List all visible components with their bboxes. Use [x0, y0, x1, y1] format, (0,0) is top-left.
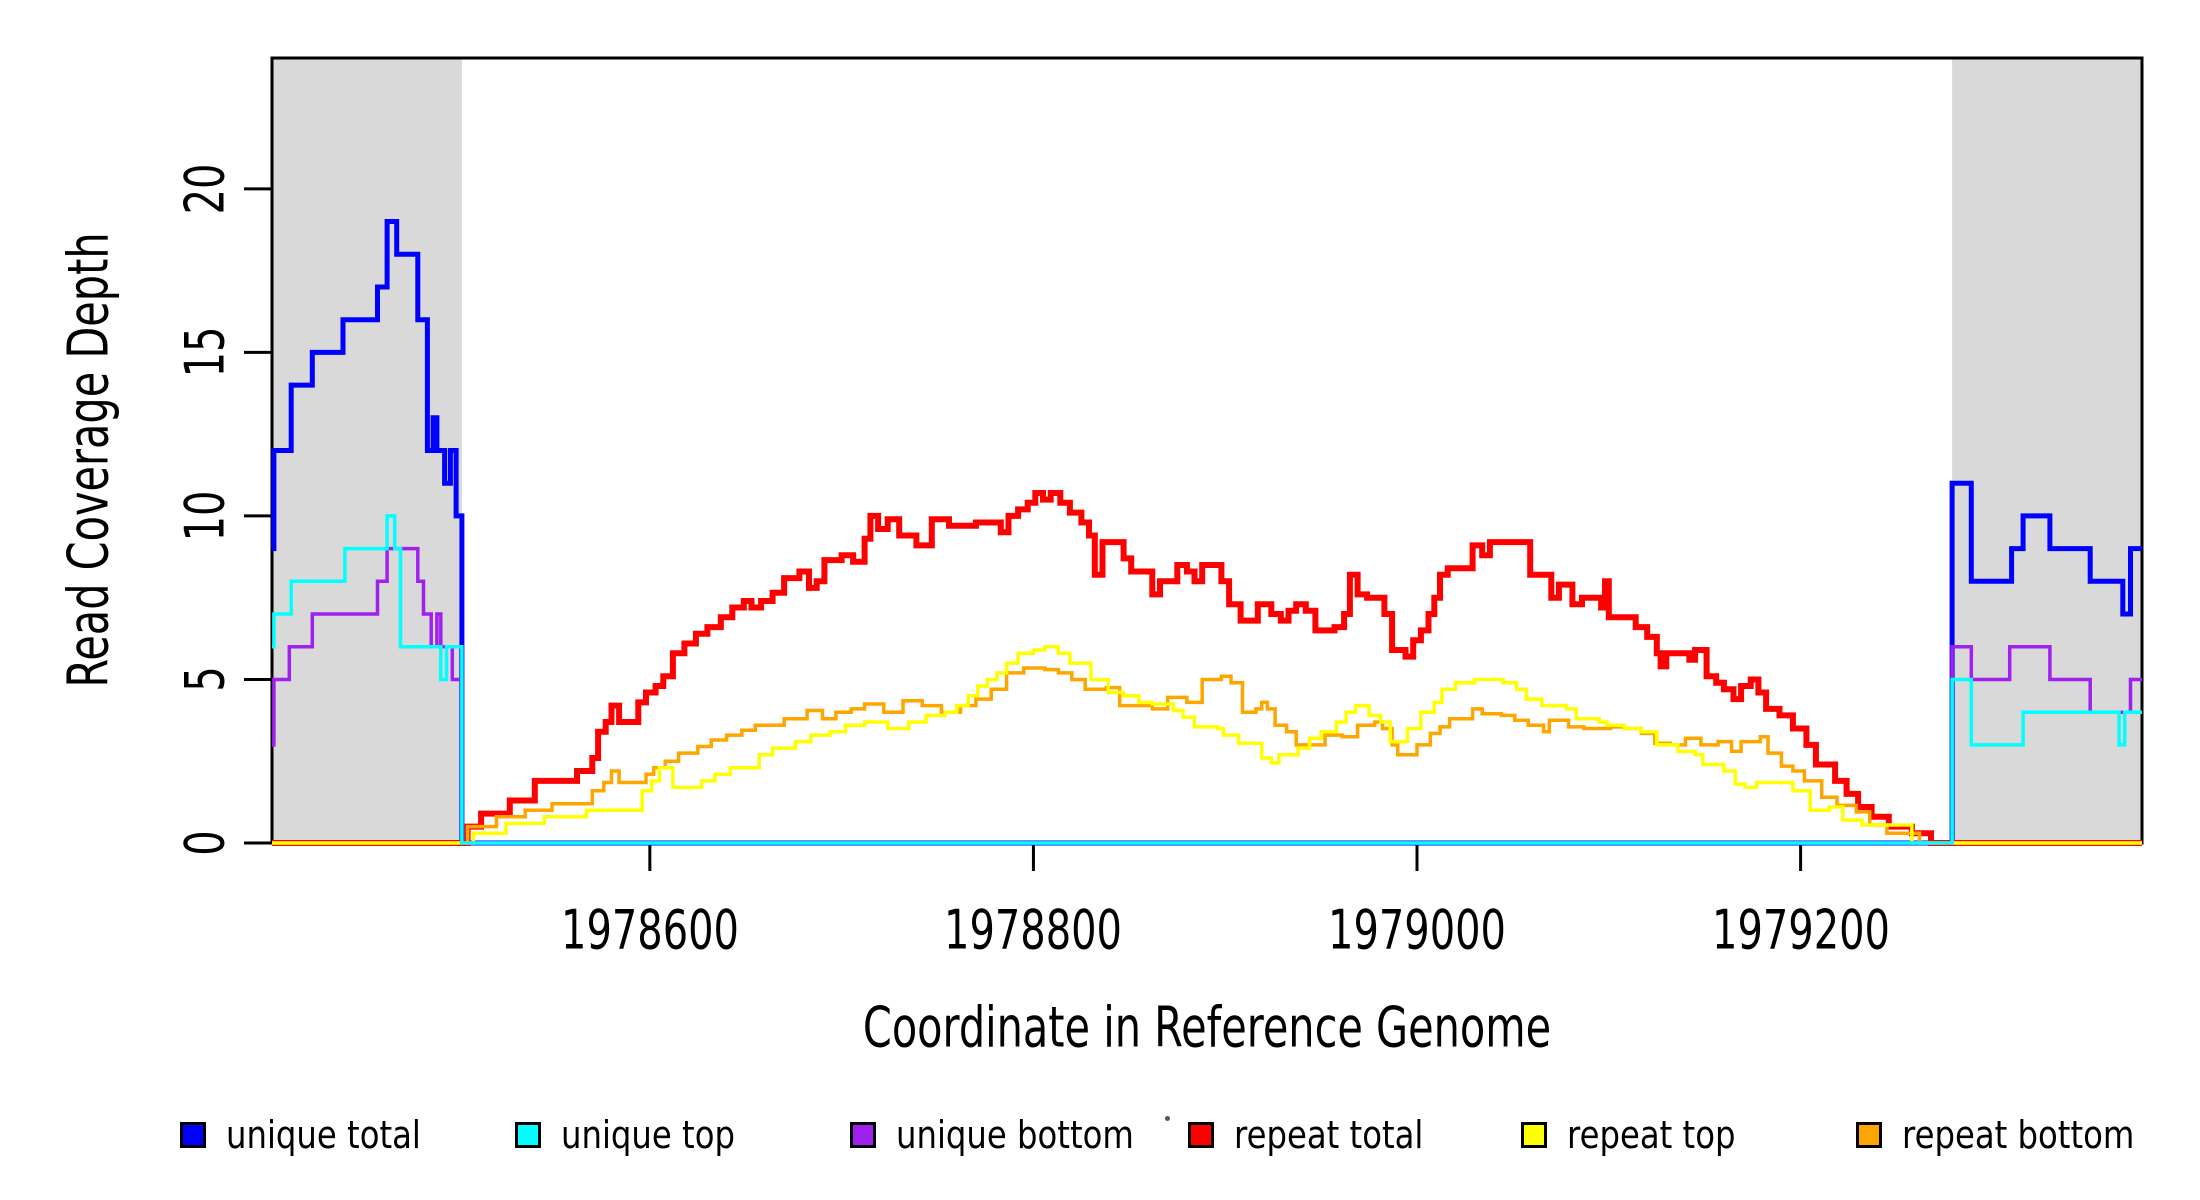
y-tick-label-10: 10 — [173, 490, 237, 542]
y-tick-label-15: 15 — [173, 326, 237, 378]
legend-label: unique top — [561, 1113, 735, 1157]
series-unique-total — [271, 219, 2142, 846]
x-tick-label-1979200: 1979200 — [1711, 898, 1890, 962]
series-repeat-bottom — [272, 666, 2142, 845]
legend-label: repeat bottom — [1902, 1113, 2135, 1157]
legend-label: repeat top — [1567, 1113, 1736, 1157]
legend-swatch-unique-top — [515, 1122, 541, 1148]
legend-swatch-unique-total — [180, 1122, 206, 1148]
x-axis-title: Coordinate in Reference Genome — [862, 995, 1552, 1061]
series-unique-top — [272, 514, 2142, 845]
right-flank-unique-region — [1952, 58, 2142, 843]
legend-item-repeat-total: repeat total — [1188, 1113, 1457, 1157]
y-axis-title: Read Coverage Depth — [56, 232, 122, 688]
series-repeat-top — [272, 645, 2142, 845]
legend-swatch-repeat-top — [1521, 1122, 1547, 1148]
y-tick-label-0: 0 — [173, 830, 237, 856]
legend-item-unique-top: unique top — [515, 1113, 766, 1157]
legend-swatch-repeat-bottom — [1856, 1122, 1882, 1148]
legend-label: unique total — [226, 1113, 421, 1157]
series-unique-bottom — [272, 546, 2142, 845]
legend-label: unique bottom — [896, 1113, 1134, 1157]
legend-item-unique-bottom: unique bottom — [850, 1113, 1176, 1157]
legend-label: repeat total — [1234, 1113, 1424, 1157]
legend-item-unique-total: unique total — [180, 1113, 455, 1157]
legend-swatch-unique-bottom — [850, 1122, 876, 1148]
legend-swatch-repeat-total — [1188, 1122, 1214, 1148]
stray-dot — [1165, 1116, 1170, 1121]
y-tick-label-5: 5 — [173, 666, 237, 693]
x-tick-label-1978800: 1978800 — [944, 898, 1123, 962]
y-tick-label-20: 20 — [173, 163, 237, 215]
legend-item-repeat-bottom: repeat bottom — [1856, 1113, 2175, 1157]
legend-item-repeat-top: repeat top — [1521, 1113, 1765, 1157]
x-tick-label-1978600: 1978600 — [560, 898, 739, 962]
x-tick-label-1979000: 1979000 — [1328, 898, 1506, 962]
series-repeat-total — [272, 490, 2142, 846]
